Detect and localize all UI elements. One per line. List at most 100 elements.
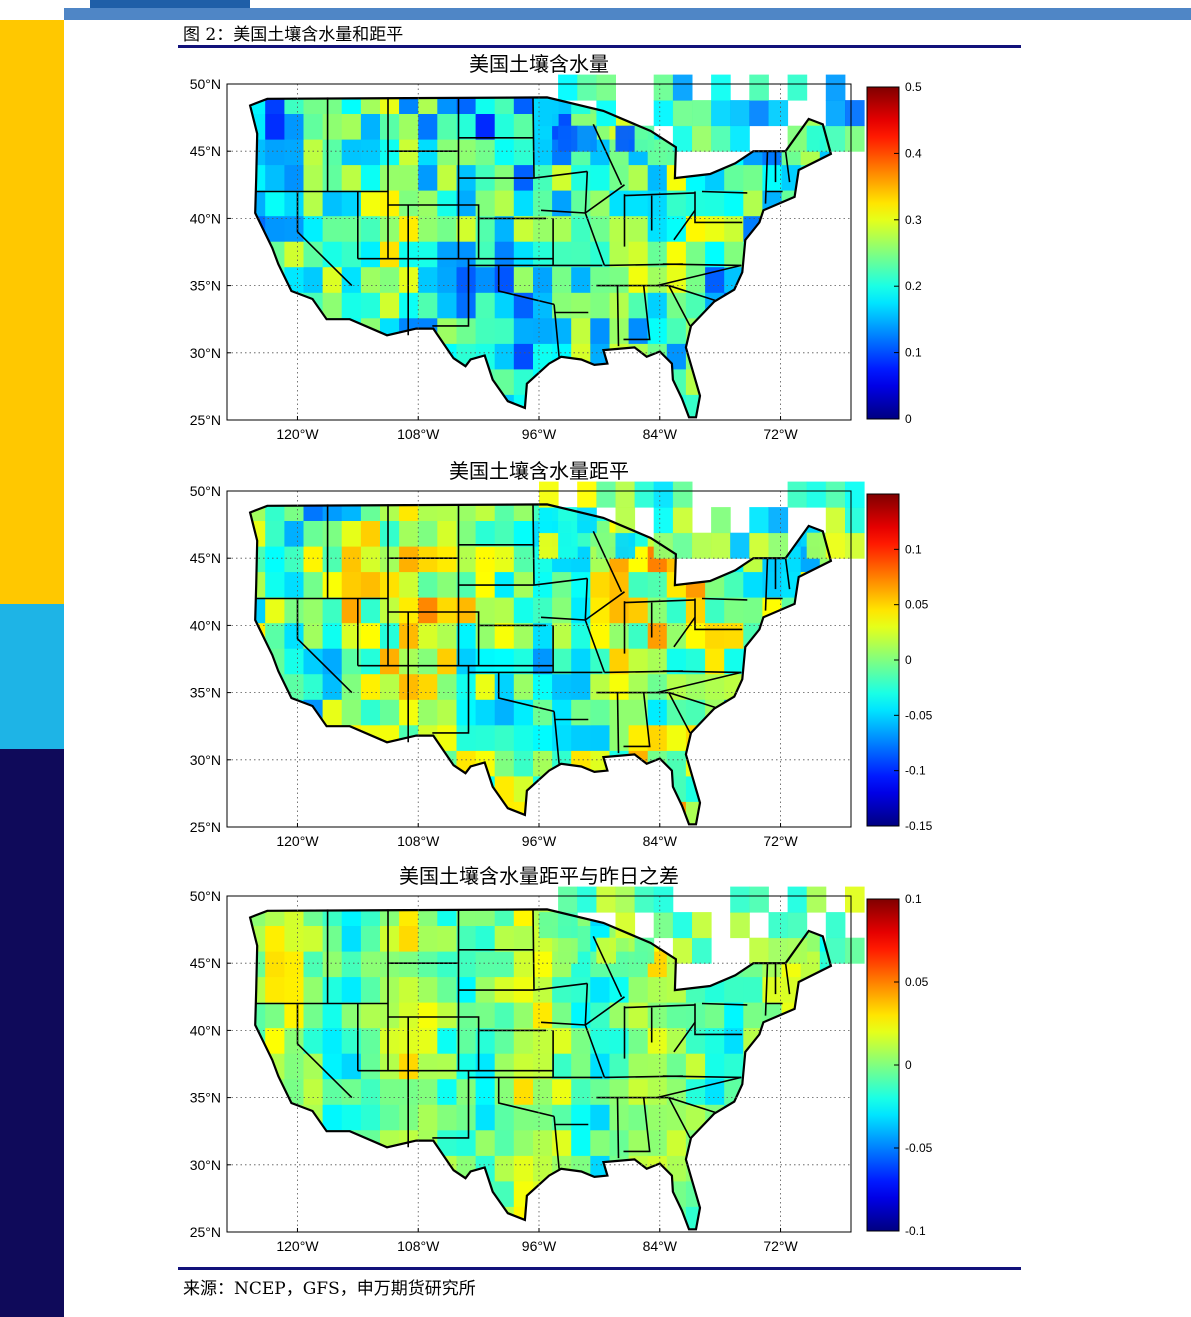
grid-cell xyxy=(558,912,578,939)
grid-cell xyxy=(552,241,572,268)
grid-cell xyxy=(380,266,400,293)
grid-cell xyxy=(615,886,636,913)
grid-cell xyxy=(672,507,693,534)
grid-cell xyxy=(265,622,285,649)
grid-cell xyxy=(284,925,304,952)
lon-tick-label: 108°W xyxy=(397,1238,440,1254)
grid-cell xyxy=(533,1155,553,1182)
grid-cell xyxy=(724,571,744,598)
grid-cell xyxy=(552,1002,572,1029)
grid-cell xyxy=(494,139,515,166)
grid-cell xyxy=(724,241,744,268)
grid-cell xyxy=(806,532,827,559)
grid-cell xyxy=(539,912,559,939)
grid-cell xyxy=(418,1104,438,1131)
grid-cell xyxy=(647,673,668,700)
grid-cell xyxy=(475,317,496,344)
grid-cell xyxy=(360,571,381,598)
state-border xyxy=(662,263,742,267)
grid-cell xyxy=(672,937,693,964)
grid-cell xyxy=(819,951,831,978)
grid-cell xyxy=(590,699,610,726)
grid-cell xyxy=(768,912,789,939)
grid-cell xyxy=(360,1002,381,1029)
grid-cell xyxy=(475,292,496,319)
lon-tick-label: 84°W xyxy=(643,426,678,442)
grid-cell xyxy=(418,1053,438,1080)
grid-cell xyxy=(380,1002,400,1029)
state-border xyxy=(592,123,623,186)
grid-cell xyxy=(303,673,324,700)
grid-cell xyxy=(730,912,750,939)
grid-cell xyxy=(418,164,438,191)
grid-cell xyxy=(284,520,304,547)
grid-cell xyxy=(825,532,846,559)
grid-cell xyxy=(571,292,591,319)
grid-cell xyxy=(475,546,496,573)
lat-tick-label: 50°N xyxy=(190,888,221,904)
grid-cell xyxy=(456,113,477,140)
grid-cell xyxy=(475,699,496,726)
grid-cell xyxy=(552,190,572,217)
canada-strip xyxy=(539,886,865,964)
grid-cell xyxy=(577,125,597,152)
grid-cell xyxy=(628,571,649,598)
state-border xyxy=(668,1097,691,1139)
grid-cell xyxy=(571,673,591,700)
grid-cell xyxy=(360,1104,381,1131)
grid-cell xyxy=(571,215,591,242)
grid-cell xyxy=(653,74,674,101)
grid-cell xyxy=(533,951,553,978)
grid-cell xyxy=(341,520,362,547)
grid-cell xyxy=(265,504,285,521)
grid-cell xyxy=(437,520,457,547)
grid-cell xyxy=(653,912,674,939)
grid-cell xyxy=(845,886,865,913)
grid-cell xyxy=(303,190,324,217)
grid-cell xyxy=(380,504,400,521)
grid-cell xyxy=(399,1002,419,1029)
state-border xyxy=(584,996,625,1026)
grid-cell xyxy=(418,1027,438,1054)
grid-cell xyxy=(418,113,438,140)
grid-cell xyxy=(475,597,496,624)
grid-cell xyxy=(647,571,668,598)
grid-cell xyxy=(360,1053,381,1080)
lon-tick-label: 72°W xyxy=(763,833,798,849)
grid-cell xyxy=(360,699,381,726)
grid-cell xyxy=(634,125,655,152)
grid-cell xyxy=(672,912,693,939)
grid-cell xyxy=(380,571,400,598)
grid-cell xyxy=(571,1078,591,1105)
grid-cell xyxy=(685,1053,706,1080)
grid-cell xyxy=(596,937,616,964)
lat-tick-label: 25°N xyxy=(190,1224,221,1240)
sidebar-strip-navy xyxy=(0,749,64,1317)
grid-cell xyxy=(685,673,706,700)
lat-tick-label: 50°N xyxy=(190,483,221,499)
lat-tick-label: 45°N xyxy=(190,550,221,566)
lat-tick-label: 40°N xyxy=(190,617,221,633)
grid-cell xyxy=(322,215,343,242)
grid-cell xyxy=(628,292,649,319)
grid-cell xyxy=(437,1104,457,1131)
grid-cell xyxy=(647,266,668,293)
grid-cell xyxy=(533,597,553,624)
grid-cell xyxy=(494,622,515,649)
grid-cell xyxy=(743,976,763,1003)
grid-cell xyxy=(685,648,706,675)
grid-cell xyxy=(749,507,769,534)
grid-cell xyxy=(628,1053,649,1080)
grid-cell xyxy=(494,1027,515,1054)
state-border xyxy=(668,692,691,734)
grid-cell xyxy=(609,1027,630,1054)
grid-cell xyxy=(322,1027,343,1054)
us-outline xyxy=(248,503,833,826)
grid-cell xyxy=(437,113,457,140)
grid-cell xyxy=(303,976,324,1003)
grid-cell xyxy=(647,1078,668,1105)
grid-cell xyxy=(533,1027,553,1054)
grid-cell xyxy=(787,937,808,964)
grid-cell xyxy=(303,622,324,649)
grid-cell xyxy=(284,97,304,114)
